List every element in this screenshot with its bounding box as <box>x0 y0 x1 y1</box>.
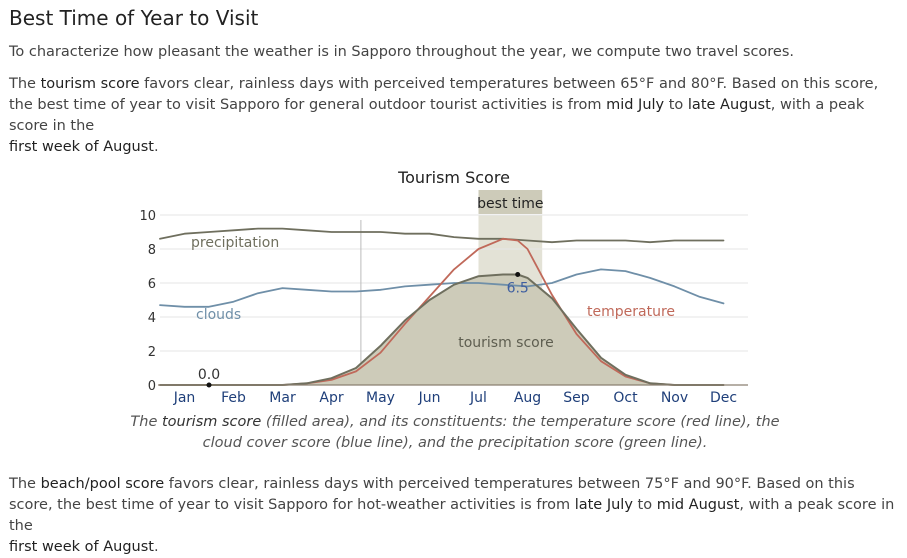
beach-score-paragraph: The beach/pool score favors clear, rainl… <box>9 474 899 558</box>
tourism-score-term: tourism score <box>40 76 140 92</box>
annotation-label: 6.5 <box>507 281 529 297</box>
text: , with a peak score in the <box>9 497 895 534</box>
chart-labels: Tourism Score precipitation clouds temperat… <box>191 168 675 388</box>
text: favors clear, rainless days with perceiv… <box>9 476 855 513</box>
x-tick-label: Feb <box>221 390 246 406</box>
x-tick-label: Apr <box>319 390 343 406</box>
y-tick-label: 6 <box>148 277 156 292</box>
chart-caption: The tourism score (filled area), and its… <box>130 412 780 454</box>
x-tick-label: Oct <box>613 390 638 406</box>
text: . <box>153 539 159 555</box>
y-tick-label: 2 <box>148 345 156 360</box>
clouds-series-label: clouds <box>196 307 241 323</box>
chart-title: Tourism Score <box>397 168 510 187</box>
precipitation-series-label: precipitation <box>191 235 279 251</box>
text: (filled area), and its constituents: the… <box>202 414 780 451</box>
section-title: Best Time of Year to Visit <box>9 6 259 30</box>
annotation-dot <box>515 272 521 277</box>
tourism-score-chart: best time Now 0246810JanFebMarAprMayJunJ… <box>139 168 748 406</box>
tourism-score-area <box>160 274 724 385</box>
text: The <box>130 414 162 430</box>
best-start: mid July <box>606 97 665 113</box>
text: The <box>9 476 41 492</box>
x-tick-label: Jul <box>469 390 487 406</box>
x-tick-label: Aug <box>514 390 541 406</box>
tourism-score-series-label: tourism score <box>458 335 554 351</box>
text: to <box>632 497 657 513</box>
tourism-score-paragraph: The tourism score favors clear, rainless… <box>9 74 899 158</box>
beach-score-term: beach/pool score <box>40 476 165 492</box>
annotation-label: 0.0 <box>198 367 220 383</box>
precipitation-line <box>159 227 725 244</box>
tourism-score-line <box>159 273 725 386</box>
text: The <box>9 76 41 92</box>
x-tick-label: Jun <box>418 390 441 406</box>
x-tick-label: Nov <box>661 390 688 406</box>
best-end: mid August <box>656 497 740 513</box>
y-tick-label: 8 <box>148 243 156 258</box>
peak-time: first week of August <box>9 139 154 155</box>
text: , with a peak score in the <box>9 97 865 134</box>
temperature-series-label: temperature <box>587 304 675 320</box>
y-tick-label: 10 <box>139 209 156 224</box>
best-start: late July <box>574 497 633 513</box>
axes: 0 2 4 6 8 10 Jan Feb Mar Apr May Jun Jul Aug Sep Oct Nov… <box>139 209 748 406</box>
x-tick-label: May <box>366 390 395 406</box>
text: . <box>153 139 159 155</box>
text: to <box>664 97 688 113</box>
best-time-label-box <box>478 190 543 214</box>
x-tick-label: Mar <box>269 390 296 406</box>
y-tick-label: 0 <box>148 379 156 394</box>
x-tick-label: Sep <box>563 390 590 406</box>
tourism-score-term: tourism score <box>161 414 262 430</box>
y-tick-label: 4 <box>148 311 156 326</box>
best-time-label: best time <box>477 196 543 212</box>
x-tick-label: Dec <box>710 390 737 406</box>
best-end: late August <box>687 97 771 113</box>
text: favors clear, rainless days with perceiv… <box>9 76 879 113</box>
intro-paragraph: To characterize how pleasant the weather… <box>9 44 795 60</box>
x-tick-label: Jan <box>173 390 196 406</box>
series-layer <box>159 227 725 386</box>
peak-time: first week of August <box>9 539 154 555</box>
annotation-dot <box>206 382 212 388</box>
